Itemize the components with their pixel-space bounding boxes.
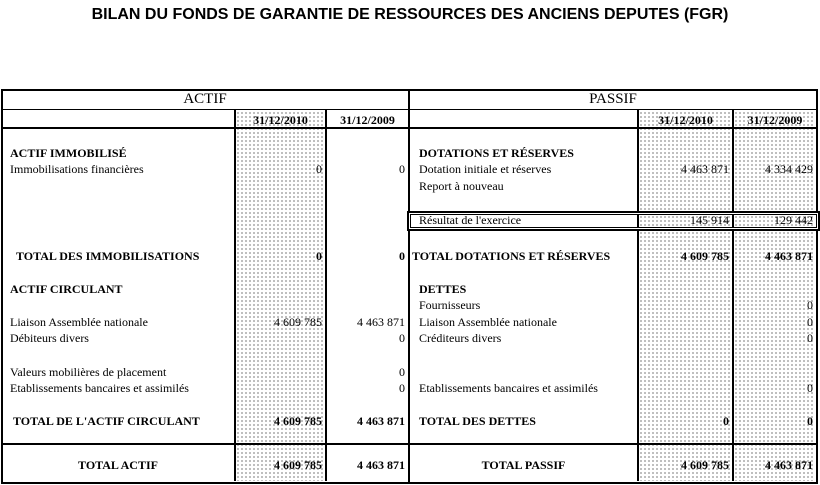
passif-col-2010: 31/12/2010 [658, 113, 713, 127]
actif-header: ACTIF [183, 91, 227, 107]
passif-row-value-2010: 0 [723, 414, 729, 428]
passif-row-value-2009: 4 463 871 [765, 458, 813, 472]
passif-row-label: Résultat de l'exercice [419, 213, 522, 227]
passif-row-value-2010: 4 609 785 [681, 458, 729, 472]
passif-row-label: Report à nouveau [419, 179, 504, 193]
actif-row-label: Liaison Assemblée nationale [10, 315, 148, 329]
actif-row-value-2009: 0 [399, 162, 405, 176]
actif-row-label: Etablissements bancaires et assimilés [10, 381, 189, 395]
actif-row-value-2009: 4 463 871 [357, 458, 405, 472]
passif-row-value-2009: 0 [807, 298, 813, 312]
passif-row-label: DOTATIONS ET RÉSERVES [419, 146, 574, 160]
passif-row-value-2010: 4 463 871 [681, 162, 729, 176]
passif-row-label: TOTAL DES DETTES [419, 414, 536, 428]
passif-row-label: Dotation initiale et réserves [419, 162, 552, 176]
passif-row-value-2010: 145 914 [690, 213, 729, 227]
passif-row-value-2009: 4 463 871 [765, 249, 813, 263]
divider [325, 110, 327, 481]
actif-row-value-2010: 0 [316, 162, 322, 176]
passif-row-label: TOTAL PASSIF [481, 458, 566, 472]
divider [234, 110, 236, 481]
resultat-box [407, 211, 820, 231]
passif-row-label: TOTAL DOTATIONS ET RÉSERVES [412, 249, 611, 263]
actif-row-value-2009: 4 463 871 [357, 315, 405, 329]
actif-col-2010: 31/12/2010 [253, 113, 308, 127]
passif-row-value-2009: 129 442 [774, 213, 813, 227]
shaded-column-passif-2009 [734, 111, 814, 481]
actif-row-label: ACTIF IMMOBILISÉ [10, 146, 127, 160]
passif-row-label: Fournisseurs [419, 298, 481, 312]
passif-row-label: Liaison Assemblée nationale [419, 315, 557, 329]
actif-row-value-2010: 4 609 785 [274, 414, 322, 428]
actif-row-value-2009: 0 [399, 249, 405, 263]
passif-col-2009: 31/12/2009 [747, 113, 803, 127]
actif-row-label: TOTAL DES IMMOBILISATIONS [16, 249, 200, 263]
actif-row-label: Immobilisations financières [10, 162, 144, 176]
actif-row-label: TOTAL ACTIF [78, 458, 158, 472]
actif-row-value-2010: 4 609 785 [274, 458, 322, 472]
passif-row-value-2009: 0 [807, 331, 813, 345]
actif-row-value-2009: 0 [399, 365, 405, 379]
divider [1, 127, 818, 129]
shaded-column-passif-2010 [639, 111, 732, 481]
divider [637, 110, 639, 481]
divider [408, 89, 410, 483]
passif-row-label: DETTES [419, 282, 467, 296]
actif-row-label: TOTAL DE L'ACTIF CIRCULANT [13, 414, 200, 428]
passif-row-value-2009: 0 [807, 414, 813, 428]
passif-row-value-2010: 4 609 785 [681, 249, 729, 263]
passif-header: PASSIF [589, 91, 637, 107]
passif-row-value-2009: 0 [807, 315, 813, 329]
actif-row-value-2009: 0 [399, 381, 405, 395]
passif-row-label: Créditeurs divers [419, 331, 502, 345]
divider [1, 443, 818, 445]
actif-row-value-2009: 0 [399, 331, 405, 345]
divider [732, 110, 734, 481]
actif-col-2009: 31/12/2009 [340, 113, 395, 127]
passif-row-label: Etablissements bancaires et assimilés [419, 381, 598, 395]
page-title: BILAN DU FONDS DE GARANTIE DE RESSOURCES… [91, 6, 729, 23]
actif-row-label: Débiteurs divers [10, 331, 89, 345]
actif-row-label: ACTIF CIRCULANT [10, 282, 123, 296]
passif-row-value-2009: 0 [807, 381, 813, 395]
passif-row-value-2009: 4 334 429 [765, 162, 813, 176]
shaded-column-actif-2010 [236, 111, 325, 481]
divider [1, 109, 818, 110]
actif-row-value-2010: 0 [316, 249, 322, 263]
actif-row-label: Valeurs mobilières de placement [10, 365, 167, 379]
actif-row-value-2010: 4 609 785 [274, 315, 322, 329]
actif-row-value-2009: 4 463 871 [357, 414, 405, 428]
